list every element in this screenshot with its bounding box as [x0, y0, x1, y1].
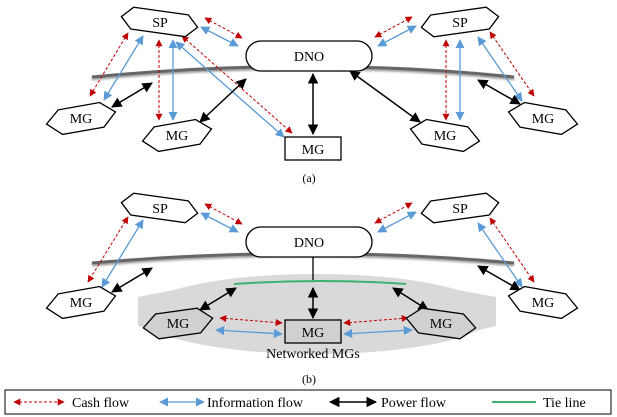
info-flow-arrow	[200, 26, 239, 47]
sp-node-left	[120, 6, 199, 38]
networked-mg-node-center	[284, 319, 342, 344]
networked-mg-node-right	[405, 307, 477, 340]
power-flow-arrow	[111, 267, 153, 293]
mg-node-left	[45, 101, 117, 136]
cash-flow-arrow	[204, 203, 243, 225]
sp-label: SP	[452, 16, 468, 31]
tie-line	[233, 280, 407, 285]
legend-power-label: Power flow	[381, 396, 447, 411]
mg-label: MG	[430, 317, 453, 332]
power-flow-arrow	[199, 287, 237, 311]
legend-cash-label: Cash flow	[72, 396, 130, 411]
info-flow-arrow	[200, 212, 239, 233]
power-flow-arrow	[111, 82, 153, 108]
power-flow-arrow	[477, 265, 521, 291]
networked-mg-node-left	[142, 307, 214, 340]
sp-label: SP	[152, 16, 168, 31]
cash-flow-arrow	[89, 32, 129, 97]
mg-label: MG	[532, 112, 555, 127]
panel-b: DNO SP SP MG MG MG MG MG Networked MGs (…	[45, 192, 579, 386]
mg-label: MG	[302, 326, 325, 341]
sp-node-left	[120, 192, 199, 224]
mg-label: MG	[434, 129, 457, 144]
cash-flow-arrow	[374, 202, 413, 224]
power-flow-arrow	[199, 78, 247, 123]
mg-node-left	[45, 285, 117, 320]
mg-label: MG	[302, 143, 325, 158]
sp-label: SP	[452, 202, 468, 217]
mg-node-right	[507, 101, 579, 136]
caption-b: (b)	[302, 372, 316, 386]
mg-node-center	[284, 136, 342, 161]
mg-label: MG	[166, 129, 189, 144]
power-flow-arrow	[392, 287, 429, 311]
legend-info-label: Information flow	[207, 396, 304, 411]
networked-mgs-label: Networked MGs	[266, 347, 360, 362]
panel-a: DNO SP SP MG MG MG MG MG (a)	[45, 6, 579, 185]
cash-flow-arrow	[87, 216, 129, 283]
dno-label: DNO	[294, 236, 324, 251]
mg-label: MG	[167, 317, 190, 332]
dno-node	[245, 226, 373, 258]
power-flow-arrow	[349, 70, 421, 123]
info-flow-arrow	[101, 219, 144, 288]
mg-node-center-left	[141, 118, 213, 153]
mg-label: MG	[70, 296, 93, 311]
sp-node-right	[420, 6, 500, 38]
info-flow-arrow	[103, 35, 144, 101]
cash-flow-arrow	[219, 315, 283, 326]
info-flow-arrow	[343, 325, 413, 339]
legend: Cash flow Information flow Power flow Ti…	[4, 389, 612, 415]
mg-label: MG	[70, 112, 93, 127]
caption-a: (a)	[302, 171, 315, 185]
cash-flow-arrow	[374, 16, 413, 38]
dno-label: DNO	[294, 50, 324, 65]
sp-label: SP	[152, 202, 168, 217]
legend-tie-label: Tie line	[543, 396, 586, 411]
mg-node-center-right	[409, 118, 481, 153]
info-flow-arrow	[377, 25, 417, 47]
info-flow-arrow	[215, 325, 283, 339]
dno-node	[245, 40, 373, 72]
cash-flow-arrow	[204, 17, 243, 39]
cash-flow-arrow	[343, 315, 409, 326]
mg-label: MG	[532, 296, 555, 311]
info-flow-arrow	[377, 211, 417, 233]
power-flow-arrow	[477, 79, 521, 105]
mg-node-right	[507, 285, 579, 320]
sp-node-right	[420, 192, 500, 224]
